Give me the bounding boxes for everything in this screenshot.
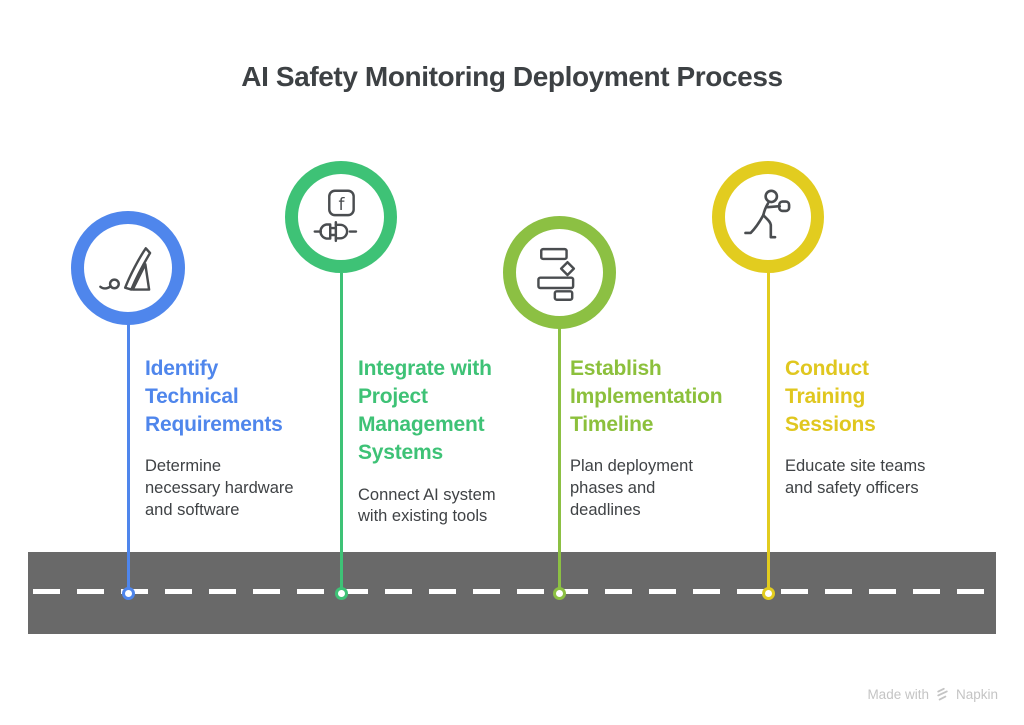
step-4-connector-line bbox=[766, 272, 770, 589]
step-4-road-marker-dot bbox=[761, 586, 775, 600]
training-person-icon bbox=[744, 189, 791, 239]
step-3-description: Plan deployment phases and deadlines bbox=[570, 457, 693, 520]
step-1-road-marker-dot bbox=[121, 586, 135, 600]
step-3-connector-line bbox=[558, 328, 561, 589]
step-1-circle bbox=[71, 211, 185, 325]
step-2-road-marker-dot bbox=[334, 586, 348, 600]
monitor-side-view-icon bbox=[99, 247, 152, 291]
step-3-road-marker-dot bbox=[553, 586, 566, 600]
napkin-logo-icon bbox=[937, 687, 948, 701]
step-3-title: Establish Implementation Timeline bbox=[570, 357, 723, 437]
made-with-label: Made with bbox=[867, 687, 929, 702]
made-with-napkin-badge: Made with Napkin bbox=[867, 687, 998, 702]
step-4-description: Educate site teams and safety officers bbox=[785, 457, 926, 498]
step-1-connector-line bbox=[126, 324, 130, 589]
step-1-description: Determine necessary hardware and softwar… bbox=[145, 457, 294, 520]
svg-text:f: f bbox=[339, 194, 346, 214]
step-2-title: Integrate with Project Management System… bbox=[358, 357, 492, 465]
timeline-road bbox=[28, 552, 996, 634]
road-lane-marking bbox=[33, 589, 991, 594]
step-4-circle bbox=[712, 161, 824, 273]
function-plugin-icon: f bbox=[313, 189, 358, 243]
step-2-description: Connect AI system with existing tools bbox=[358, 485, 496, 526]
step-3-circle bbox=[503, 216, 616, 329]
step-1-title: Identify Technical Requirements bbox=[145, 357, 283, 437]
step-2-connector-line bbox=[339, 273, 343, 589]
page-title: AI Safety Monitoring Deployment Process bbox=[241, 61, 783, 92]
gantt-chart-icon bbox=[536, 247, 575, 301]
napkin-brand-label: Napkin bbox=[955, 687, 998, 702]
step-2-circle: f bbox=[285, 161, 397, 273]
step-4-title: Conduct Training Sessions bbox=[785, 357, 876, 437]
